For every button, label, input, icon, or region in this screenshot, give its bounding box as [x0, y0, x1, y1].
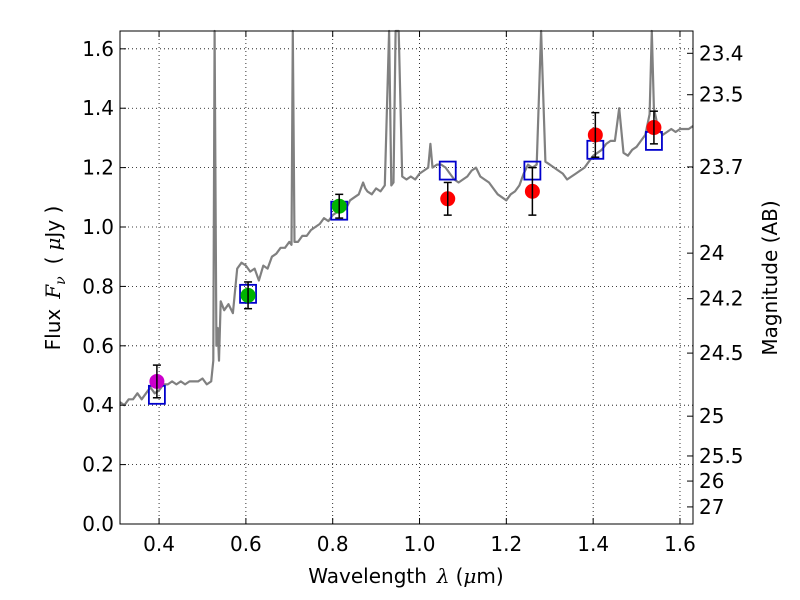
- x-tick-label: 1.4: [577, 532, 609, 556]
- photometry-group: [147, 110, 663, 405]
- y-axis-label: Flux Fν ( μJy ): [41, 206, 69, 351]
- x-axis-unit-rest: m): [476, 564, 503, 588]
- x-tick-label: 1.0: [404, 532, 436, 556]
- x-axis-label-text: Wavelength: [308, 564, 427, 588]
- y-axis-symbol: F: [41, 284, 65, 300]
- y2-tick-label: 23.4: [699, 41, 744, 65]
- tick-group: 0.4 0.6 0.8 1.0 1.2 1.4 1.6 0.0 0.2 0.4 0.6 0.8 1.0 1…: [82, 31, 744, 556]
- y-tick-label: 0.0: [82, 512, 114, 536]
- y2-tick-label: 26: [699, 469, 724, 493]
- x-tick-label: 0.4: [143, 532, 175, 556]
- y-tick-label: 0.8: [82, 274, 114, 298]
- x-axis-unit-open: (: [456, 564, 464, 588]
- y-axis-subscript: ν: [53, 276, 69, 285]
- y2-tick-label: 24.2: [699, 287, 744, 311]
- y2-tick-label: 24.5: [699, 341, 744, 365]
- y-tick-label: 1.6: [82, 37, 114, 61]
- x-tick-label: 1.2: [490, 532, 522, 556]
- y-tick-label: 0.4: [82, 393, 114, 417]
- y-tick-label: 0.6: [82, 334, 114, 358]
- plot-frame: [119, 30, 694, 525]
- y-tick-label: 1.0: [82, 215, 114, 239]
- x-axis-unit-mu: μ: [463, 564, 476, 588]
- y-axis-unit-open: (: [41, 257, 65, 265]
- y2-tick-label: 23.5: [699, 83, 744, 107]
- x-tick-label: 0.8: [317, 532, 349, 556]
- y-axis-unit-mu: μ: [41, 238, 65, 251]
- y2-tick-label: 25: [699, 404, 724, 428]
- y2-tick-label: 25.5: [699, 444, 744, 468]
- x-tick-label: 1.6: [664, 532, 696, 556]
- x-tick-label: 0.6: [230, 532, 262, 556]
- y2-tick-label: 24: [699, 241, 724, 265]
- x-axis-symbol: λ: [436, 564, 450, 588]
- y2-tick-label: 23.7: [699, 155, 744, 179]
- y-tick-label: 0.2: [82, 453, 114, 477]
- y2-tick-label: 27: [699, 495, 724, 519]
- y2-axis-label: Magnitude (AB): [758, 200, 782, 355]
- y-axis-unit-rest: Jy ): [41, 206, 65, 240]
- x-axis-label: Wavelength λ (μm): [308, 564, 503, 588]
- y-tick-label: 1.2: [82, 156, 114, 180]
- y-axis-label-text: Flux: [41, 309, 65, 351]
- y-tick-label: 1.4: [82, 96, 114, 120]
- model-box-marker: [438, 160, 457, 181]
